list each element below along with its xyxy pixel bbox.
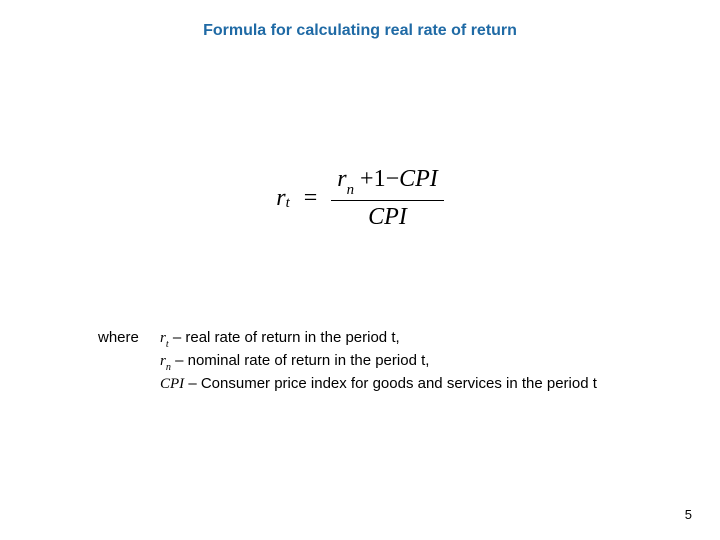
definition-text: – nominal rate of return in the period t… [171,352,429,369]
definition-lines: rt – real rate of return in the period t… [160,328,597,396]
where-label: where [98,328,160,348]
formula-container: rt = rn +1−CPI CPI [0,165,720,231]
slide: Formula for calculating real rate of ret… [0,0,720,540]
definition-symbol: CPI [160,376,184,392]
definition-line: rn – nominal rate of return in the perio… [160,351,597,374]
equals-sign: = [300,185,322,212]
numerator-cpi: CPI [399,166,438,192]
page-number: 5 [685,507,692,522]
numerator-op: +1− [360,166,399,192]
def-sym-var: r [160,330,166,346]
definition-line: CPI – Consumer price index for goods and… [160,374,597,397]
numerator-var: r [337,166,346,192]
def-sym-var: r [160,353,166,369]
definition-symbol: rn [160,353,171,369]
formula-lhs-var: r [276,185,285,212]
def-sym-sub: t [166,339,169,350]
formula-lhs: rt [276,185,289,212]
def-sym-sub: n [166,362,171,373]
definition-line: rt – real rate of return in the period t… [160,328,597,351]
numerator-sub: n [347,182,354,198]
numerator-rest: +1−CPI [360,166,438,192]
fraction-bar [331,200,444,201]
definition-text: – real rate of return in the period t, [169,329,400,346]
formula-denominator: CPI [362,203,413,232]
formula: rt = rn +1−CPI CPI [276,165,444,231]
definitions-block: where rt – real rate of return in the pe… [98,328,660,396]
slide-title: Formula for calculating real rate of ret… [0,22,720,40]
formula-numerator: rn +1−CPI [331,165,444,198]
formula-fraction: rn +1−CPI CPI [331,165,444,231]
formula-lhs-sub: t [286,195,290,212]
definition-symbol: rt [160,330,169,346]
def-sym-var: CPI [160,376,184,392]
definition-text: – Consumer price index for goods and ser… [184,375,597,392]
definitions-row: where rt – real rate of return in the pe… [98,328,660,396]
